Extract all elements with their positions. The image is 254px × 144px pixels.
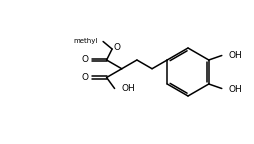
Text: methyl: methyl — [74, 37, 98, 43]
Text: OH: OH — [121, 84, 135, 93]
Text: O: O — [114, 43, 121, 52]
Text: O: O — [82, 55, 89, 65]
Text: O: O — [82, 73, 89, 82]
Text: OH: OH — [228, 85, 242, 93]
Text: OH: OH — [228, 51, 242, 59]
